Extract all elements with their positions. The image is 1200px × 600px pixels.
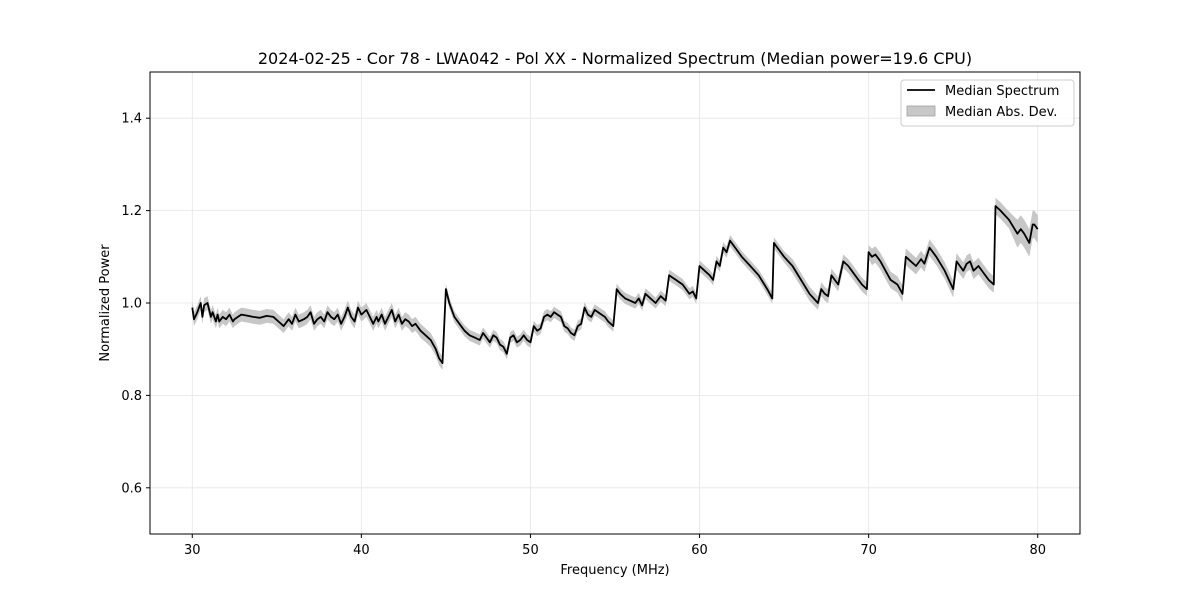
mad-band <box>192 197 1038 370</box>
chart-title: 2024-02-25 - Cor 78 - LWA042 - Pol XX - … <box>258 49 972 68</box>
x-tick-label: 60 <box>691 543 708 558</box>
x-tick-label: 30 <box>184 543 201 558</box>
y-tick-label: 1.2 <box>121 204 142 219</box>
y-tick-label: 0.6 <box>121 481 142 496</box>
legend-box <box>900 79 1075 127</box>
series-line-layer <box>191 205 1039 365</box>
x-tick-label: 50 <box>522 543 539 558</box>
legend: Median Spectrum Median Abs. Dev. <box>900 79 1075 127</box>
x-tick-label: 80 <box>1029 543 1046 558</box>
x-axis-ticks: 30 40 50 60 70 80 <box>184 534 1046 558</box>
y-axis-ticks: 0.6 0.8 1.0 1.2 1.4 <box>121 112 150 496</box>
legend-label-median-abs-dev: Median Abs. Dev. <box>945 105 1057 120</box>
mad-band-layer <box>192 197 1038 370</box>
legend-label-median-spectrum: Median Spectrum <box>945 84 1059 99</box>
y-tick-label: 1.4 <box>121 112 142 127</box>
y-tick-label: 0.8 <box>121 389 142 404</box>
y-axis-title: Normalized Power <box>98 244 113 362</box>
x-axis-title: Frequency (MHz) <box>560 563 669 578</box>
median-spectrum-line <box>191 205 1039 365</box>
y-tick-label: 1.0 <box>121 297 142 312</box>
x-tick-label: 40 <box>353 543 370 558</box>
x-tick-label: 70 <box>860 543 877 558</box>
legend-band-swatch <box>906 105 936 117</box>
